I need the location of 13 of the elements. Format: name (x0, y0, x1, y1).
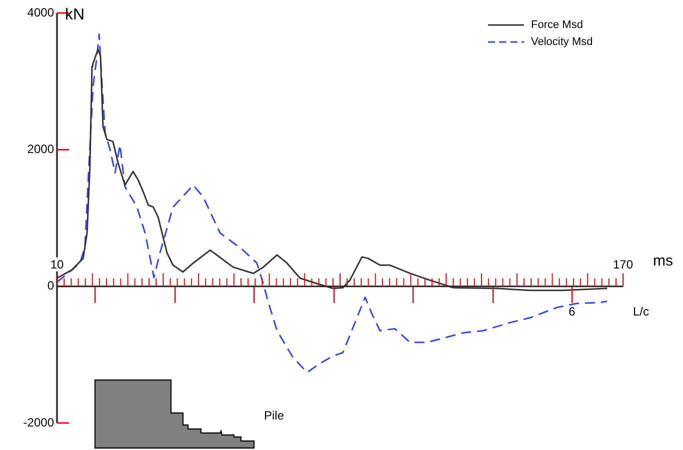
text: L/c (633, 304, 650, 319)
annotation: Pile (264, 408, 284, 422)
x-tick-label: 170 (612, 258, 634, 272)
legend-label: Force Msd (531, 19, 583, 32)
x-axis-title: ms (653, 252, 673, 270)
y-axis-title: kN (65, 6, 85, 24)
y-tick-label: 4000 (27, 5, 54, 20)
annotation: 6 (568, 304, 576, 319)
x-tick-label: 10 (50, 258, 64, 272)
y-tick-label: 0 (47, 278, 54, 293)
y-tick-label: -2000 (23, 415, 54, 430)
y-tick-label: 2000 (27, 142, 54, 156)
legend-label: Velocity Msd (531, 36, 593, 48)
